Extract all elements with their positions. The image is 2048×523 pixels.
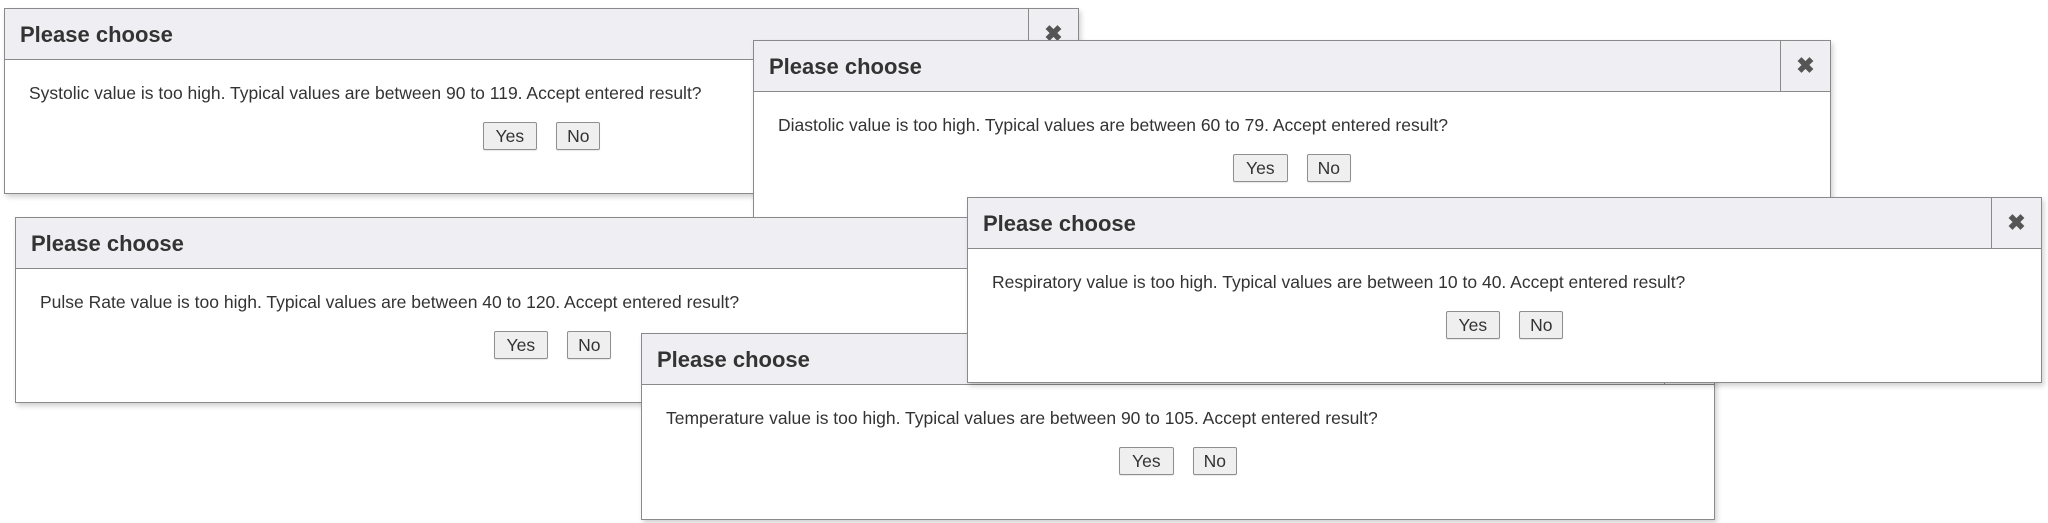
dialog-header: Please choose ✖	[754, 41, 1830, 92]
dialog-message: Pulse Rate value is too high. Typical va…	[40, 292, 740, 312]
dialog-title: Please choose	[20, 22, 173, 47]
yes-button[interactable]: Yes	[1445, 311, 1501, 339]
close-icon[interactable]: ✖	[1780, 41, 1830, 91]
dialog-message: Diastolic value is too high. Typical val…	[778, 115, 1448, 135]
no-button[interactable]: No	[556, 122, 601, 150]
dialog-message: Temperature value is too high. Typical v…	[666, 408, 1378, 428]
yes-button[interactable]: Yes	[1233, 154, 1288, 182]
yes-button[interactable]: Yes	[1119, 447, 1174, 475]
dialog-title: Please choose	[657, 347, 810, 372]
yes-button[interactable]: Yes	[482, 122, 538, 150]
dialog-header: Please choose ✖	[16, 218, 1089, 269]
close-icon[interactable]: ✖	[1028, 9, 1078, 59]
no-button[interactable]: No	[1192, 447, 1237, 475]
dialog-message: Systolic value is too high. Typical valu…	[29, 83, 702, 103]
dialog-title: Please choose	[31, 231, 184, 256]
close-icon[interactable]: ✖	[1991, 198, 2041, 248]
yes-button[interactable]: Yes	[493, 331, 549, 359]
dialog-header: Please choose ✖	[968, 198, 2041, 249]
no-button[interactable]: No	[1306, 154, 1351, 182]
dialog-respiratory: Please choose ✖ Respiratory value is too…	[967, 197, 2042, 383]
dialog-header: Please choose ✖	[5, 9, 1078, 60]
dialog-message: Respiratory value is too high. Typical v…	[992, 272, 1686, 292]
dialog-title: Please choose	[983, 211, 1136, 236]
no-button[interactable]: No	[567, 331, 612, 359]
dialog-title: Please choose	[769, 54, 922, 79]
no-button[interactable]: No	[1519, 311, 1564, 339]
dialog-diastolic: Please choose ✖ Diastolic value is too h…	[753, 40, 1831, 226]
